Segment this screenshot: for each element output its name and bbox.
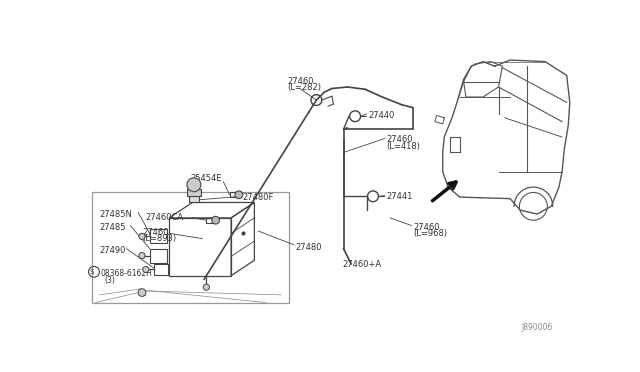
Text: 27460CA: 27460CA [146, 212, 184, 221]
Text: 08368-6162H: 08368-6162H [101, 269, 153, 279]
Text: 27490: 27490 [99, 246, 125, 256]
Bar [154, 264, 168, 275]
Text: 25454E: 25454E [191, 174, 222, 183]
Circle shape [139, 233, 145, 240]
Circle shape [235, 191, 243, 199]
Text: 27485: 27485 [99, 223, 126, 232]
Text: 27440: 27440 [368, 111, 395, 120]
Text: (3): (3) [105, 276, 116, 285]
Bar [92, 192, 289, 302]
Circle shape [187, 178, 201, 192]
Bar [189, 196, 198, 202]
Text: (L=968): (L=968) [413, 230, 447, 238]
Text: 27460: 27460 [142, 228, 168, 237]
Text: 27480F: 27480F [243, 193, 274, 202]
Text: 27460: 27460 [386, 135, 413, 144]
Text: 27485N: 27485N [99, 210, 132, 219]
Text: J890006: J890006 [522, 323, 553, 332]
Text: (L=282): (L=282) [288, 83, 322, 92]
Circle shape [139, 253, 145, 259]
Text: 27460: 27460 [288, 77, 314, 86]
Text: (L=418): (L=418) [386, 142, 420, 151]
Text: S: S [90, 269, 94, 275]
Circle shape [138, 289, 146, 296]
Circle shape [212, 217, 220, 224]
Text: 27441: 27441 [386, 192, 413, 202]
Circle shape [143, 266, 149, 273]
Bar [150, 249, 167, 263]
Circle shape [204, 284, 209, 290]
Text: (L=893): (L=893) [142, 234, 176, 243]
Bar [187, 189, 201, 196]
Text: 27480: 27480 [296, 243, 322, 252]
Text: 27460: 27460 [413, 223, 440, 232]
Text: 27460+A: 27460+A [342, 260, 381, 269]
Bar [150, 230, 167, 243]
